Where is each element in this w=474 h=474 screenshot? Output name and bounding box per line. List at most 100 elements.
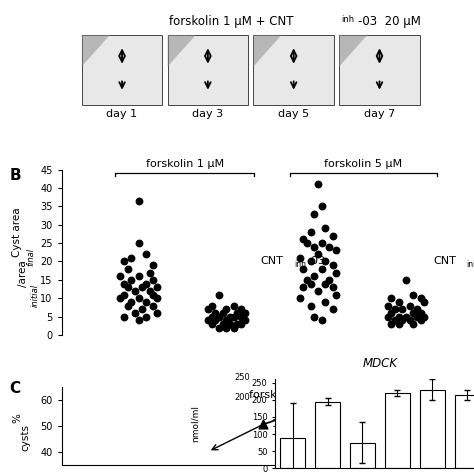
Point	[307, 280, 314, 287]
Point	[208, 302, 216, 310]
Point	[208, 320, 216, 328]
Point	[142, 250, 150, 258]
Point	[314, 250, 322, 258]
Bar	[82, 35, 162, 105]
Polygon shape	[254, 35, 282, 66]
Point	[135, 273, 142, 280]
Point	[310, 243, 318, 251]
Text: day 3: day 3	[192, 109, 223, 119]
Point	[410, 309, 417, 317]
Point	[307, 302, 314, 310]
Text: cysts: cysts	[20, 424, 30, 451]
Point	[410, 291, 417, 298]
Point	[135, 294, 142, 302]
Point	[300, 265, 307, 273]
Text: Cyst area: Cyst area	[12, 208, 22, 257]
Point	[135, 239, 142, 247]
Point	[223, 305, 230, 313]
Point	[120, 280, 128, 287]
Point	[149, 261, 157, 269]
Point	[402, 313, 410, 320]
Text: -03  20 μM: -03 20 μM	[358, 15, 420, 28]
Point	[120, 258, 128, 265]
Point	[117, 294, 124, 302]
Point	[387, 320, 395, 328]
Text: 1: 1	[272, 419, 279, 429]
Point	[325, 276, 333, 283]
Text: CNT: CNT	[261, 256, 284, 266]
Text: forskolin 1 μM + CNT: forskolin 1 μM + CNT	[169, 15, 293, 28]
Point	[413, 313, 421, 320]
Point	[146, 269, 153, 276]
Point	[308, 404, 316, 411]
Point	[318, 317, 326, 324]
Point	[391, 305, 399, 313]
Polygon shape	[82, 35, 110, 66]
Point	[307, 228, 314, 236]
Point	[402, 276, 410, 283]
Point	[325, 243, 333, 251]
Text: forskolin (μM): forskolin (μM)	[249, 390, 326, 400]
Point	[399, 317, 406, 324]
Text: %: %	[12, 413, 22, 423]
Point	[223, 324, 230, 331]
Point	[234, 320, 241, 328]
Bar	[339, 35, 420, 105]
Point	[149, 276, 157, 283]
Point	[226, 320, 234, 328]
Text: C: C	[9, 381, 20, 396]
Text: -03: -03	[308, 256, 326, 266]
Point	[417, 309, 424, 317]
Point	[117, 273, 124, 280]
Point	[128, 298, 135, 306]
Point	[149, 291, 157, 298]
Point	[131, 309, 139, 317]
Point	[417, 294, 424, 302]
Point	[142, 313, 150, 320]
Point	[259, 420, 267, 428]
Point	[204, 317, 212, 324]
Point	[241, 317, 248, 324]
Point	[300, 236, 307, 243]
Point	[124, 265, 131, 273]
Point	[395, 298, 402, 306]
Point	[212, 309, 219, 317]
Point	[384, 302, 392, 310]
Point	[329, 305, 337, 313]
Point	[131, 287, 139, 295]
Point	[303, 239, 311, 247]
Point	[417, 317, 424, 324]
Point	[212, 317, 219, 324]
Point	[413, 305, 421, 313]
Text: day 7: day 7	[364, 109, 395, 119]
Text: inh: inh	[342, 15, 355, 24]
Text: forskolin 5 μM: forskolin 5 μM	[324, 159, 402, 169]
Text: /area: /area	[18, 260, 28, 287]
Point	[153, 283, 161, 291]
Point	[237, 320, 245, 328]
Point	[230, 313, 237, 320]
Point	[329, 232, 337, 239]
Point	[138, 283, 146, 291]
Text: CNT: CNT	[434, 256, 456, 266]
Point	[135, 317, 142, 324]
Point	[406, 317, 413, 324]
Point	[153, 309, 161, 317]
Point	[310, 210, 318, 218]
Point	[204, 305, 212, 313]
Point	[296, 254, 303, 262]
Point	[384, 313, 392, 320]
Point	[395, 320, 402, 328]
Point	[230, 324, 237, 331]
Point	[128, 276, 135, 283]
Point	[321, 225, 329, 232]
Point	[318, 239, 326, 247]
Point	[230, 302, 237, 310]
Point	[329, 283, 337, 291]
Point	[146, 287, 153, 295]
Point	[310, 273, 318, 280]
Text: inh: inh	[294, 260, 306, 269]
Point	[303, 276, 311, 283]
Text: 5: 5	[320, 402, 328, 413]
Point	[153, 294, 161, 302]
